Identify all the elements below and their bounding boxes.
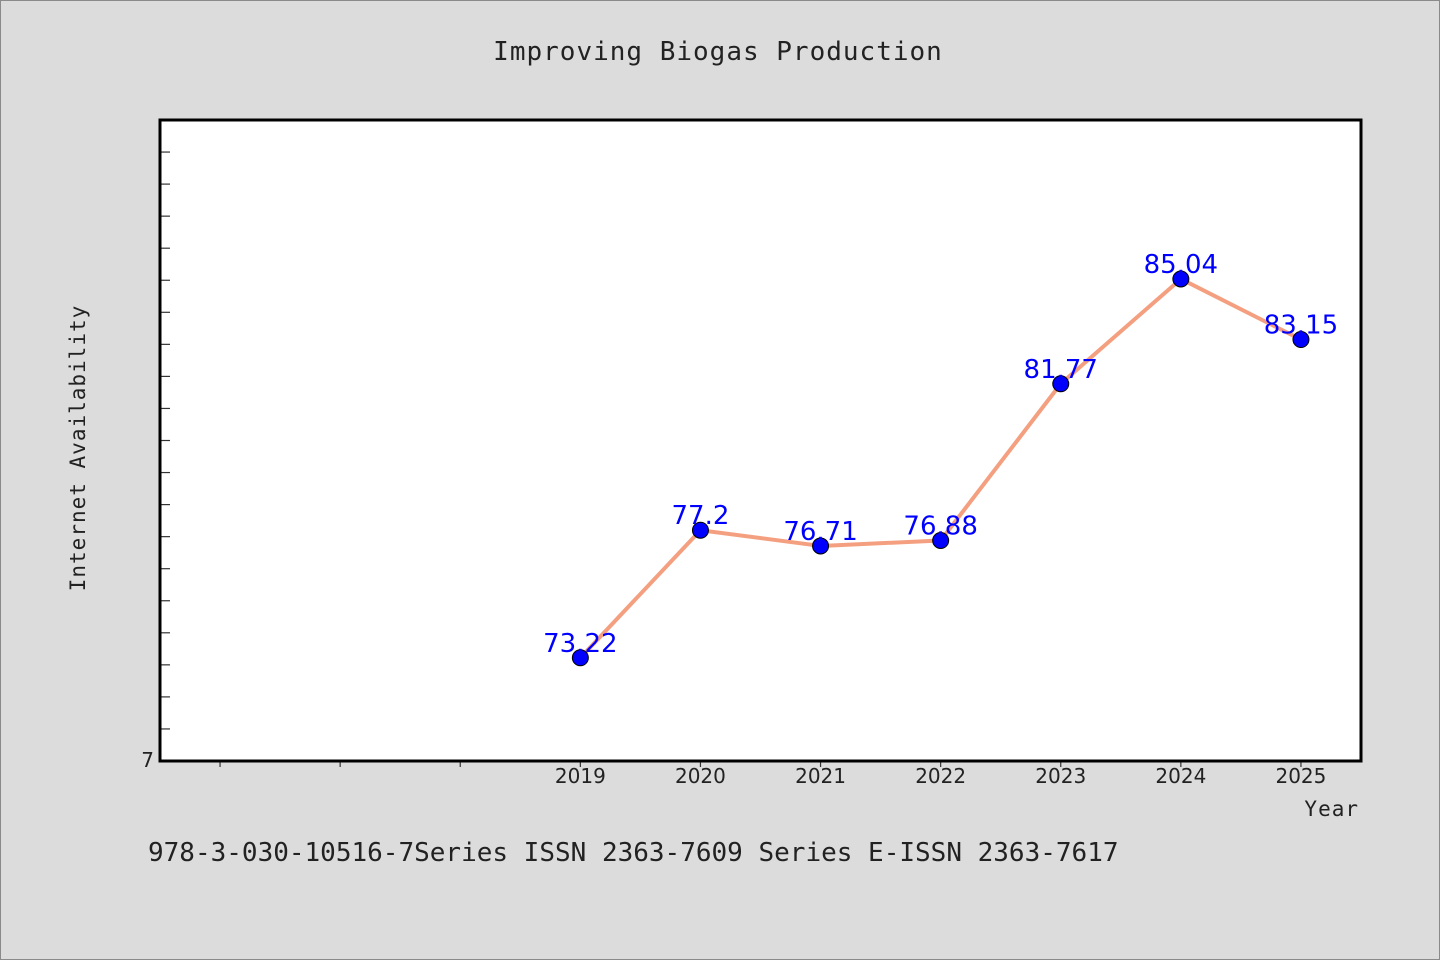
data-point-marker xyxy=(571,649,589,667)
plot-area xyxy=(160,120,1361,761)
data-point-marker xyxy=(1052,375,1070,393)
x-axis-ticks: 2019 2020 2021 2022 2023 2024 2025 xyxy=(219,761,1326,788)
data-label: 81.77 xyxy=(1024,355,1098,385)
series-layer: 73.22 77.2 76.71 76.88 81.77 85.04 83.15 xyxy=(543,250,1338,667)
data-point-marker xyxy=(812,537,830,555)
data-label: 76.88 xyxy=(903,511,977,541)
data-point-marker xyxy=(691,521,709,539)
chart-title: Improving Biogas Production xyxy=(493,37,943,67)
data-label: 76.71 xyxy=(783,517,857,547)
y-tick-label: 7 xyxy=(141,748,154,772)
x-tick-label: 2019 xyxy=(555,764,606,788)
data-label: 77.2 xyxy=(672,501,730,531)
data-label: 83.15 xyxy=(1264,311,1338,341)
x-tick-label: 2022 xyxy=(915,764,966,788)
data-label: 85.04 xyxy=(1144,250,1218,280)
x-tick-label: 2020 xyxy=(675,764,726,788)
data-label: 73.22 xyxy=(543,629,617,659)
x-tick-label: 2024 xyxy=(1155,764,1206,788)
x-tick-label: 2025 xyxy=(1275,764,1326,788)
x-axis-label: Year xyxy=(1304,797,1359,821)
footer-text: 978-3-030-10516-7Series ISSN 2363-7609 S… xyxy=(148,838,1119,868)
data-point-marker xyxy=(1292,331,1310,349)
x-tick-label: 2023 xyxy=(1035,764,1086,788)
y-axis-ticks xyxy=(160,151,170,730)
plot-border xyxy=(158,118,1363,763)
y-axis-label: Internet Availability xyxy=(66,305,90,592)
data-point-marker xyxy=(932,531,950,549)
x-tick-label: 2021 xyxy=(795,764,846,788)
data-point-marker xyxy=(1172,270,1190,288)
